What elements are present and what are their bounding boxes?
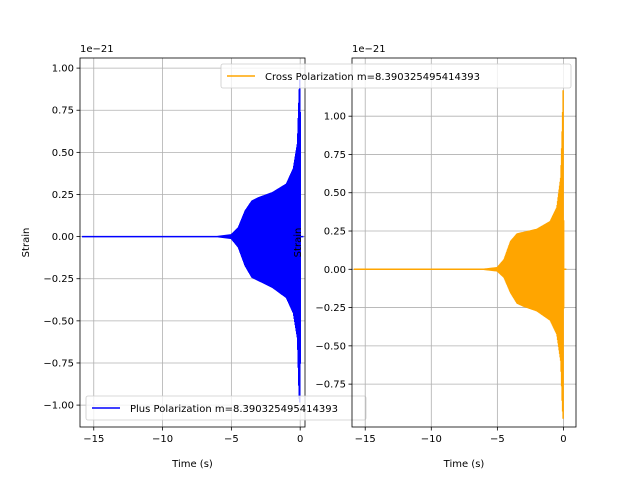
- y-tick: 0.00: [324, 265, 352, 276]
- y-tick: −0.25: [43, 274, 80, 285]
- x-tick: −5: [490, 427, 505, 445]
- x-axis-label: Time (s): [443, 459, 485, 470]
- y-tick: 0.75: [324, 150, 352, 161]
- x-tick: 0: [297, 427, 303, 445]
- y-tick-label: 0.75: [52, 106, 74, 117]
- y-tick-label: −0.75: [315, 380, 346, 391]
- y-tick-label: 1.00: [52, 64, 74, 75]
- y-tick-label: −0.25: [315, 303, 346, 314]
- chart-panel-left: −15 −10 −5 0 −1.00 −0.75 −0.50 −0.25 0.00 0.25 0.5…: [21, 44, 367, 470]
- series-right: [353, 90, 567, 419]
- x-tick-label: −10: [152, 434, 173, 445]
- y-tick: −1.00: [43, 401, 80, 412]
- y-tick-label: 0.50: [52, 148, 74, 159]
- legend: Cross Polarization m=8.390325495414393: [220, 63, 572, 89]
- legend-label: Cross Polarization m=8.390325495414393: [265, 72, 480, 83]
- y-tick: 0.75: [52, 106, 80, 117]
- x-tick-label: −15: [83, 434, 104, 445]
- y-tick: 0.00: [52, 232, 80, 243]
- y-tick-label: 0.75: [324, 150, 346, 161]
- x-tick: −10: [152, 427, 173, 445]
- axes-frame: [79, 57, 306, 428]
- x-tick: −5: [224, 427, 239, 445]
- y-tick-label: 0.00: [324, 265, 346, 276]
- y-tick: 1.00: [52, 64, 80, 75]
- x-tick-label: 0: [297, 434, 303, 445]
- y-tick-label: −0.75: [43, 358, 74, 369]
- y-offset-label: 1e−21: [80, 44, 114, 55]
- x-tick: 0: [560, 427, 567, 445]
- y-tick-label: 0.50: [324, 188, 346, 199]
- y-tick-label: −0.50: [315, 341, 346, 352]
- y-tick-label: 0.25: [52, 190, 74, 201]
- series-left: [82, 79, 304, 403]
- y-tick: −0.50: [43, 316, 80, 327]
- y-offset-label: 1e−21: [352, 44, 386, 55]
- y-tick: −0.75: [315, 380, 352, 391]
- y-tick: 1.00: [324, 112, 352, 123]
- x-tick: −15: [355, 427, 376, 445]
- axes-frame: [351, 57, 577, 428]
- y-tick-label: −0.25: [43, 274, 74, 285]
- y-tick: 0.50: [52, 148, 80, 159]
- y-tick-label: −1.00: [43, 401, 74, 412]
- y-tick-label: −0.50: [43, 316, 74, 327]
- y-axis-label: Strain: [21, 228, 32, 258]
- legend-box: [85, 395, 367, 421]
- y-tick: 0.25: [52, 190, 80, 201]
- x-tick: −15: [83, 427, 104, 445]
- y-tick: −0.50: [315, 341, 352, 352]
- x-tick-label: −15: [355, 434, 376, 445]
- x-axis-label: Time (s): [171, 459, 213, 470]
- x-tick-label: −5: [224, 434, 239, 445]
- y-tick: 0.50: [324, 188, 352, 199]
- legend: Plus Polarization m=8.390325495414393: [85, 395, 367, 421]
- x-tick: −10: [421, 427, 442, 445]
- x-tick-label: 0: [560, 434, 566, 445]
- x-tick-label: −5: [490, 434, 505, 445]
- series-line: [353, 90, 567, 419]
- y-tick: 0.25: [324, 227, 352, 238]
- y-tick: −0.25: [315, 303, 352, 314]
- legend-box: [220, 63, 572, 89]
- y-tick-label: 1.00: [324, 112, 346, 123]
- y-axis-label: Strain: [293, 228, 304, 258]
- legend-label: Plus Polarization m=8.390325495414393: [130, 404, 338, 415]
- x-tick-label: −10: [421, 434, 442, 445]
- chart-panel-right: −15 −10 −5 0 −0.75 −0.50 −0.25 0.00 0.25 0.50 0.75…: [220, 44, 577, 470]
- y-tick-label: 0.25: [324, 227, 346, 238]
- series-line: [82, 79, 304, 403]
- y-tick: −0.75: [43, 358, 80, 369]
- y-tick-label: 0.00: [52, 232, 74, 243]
